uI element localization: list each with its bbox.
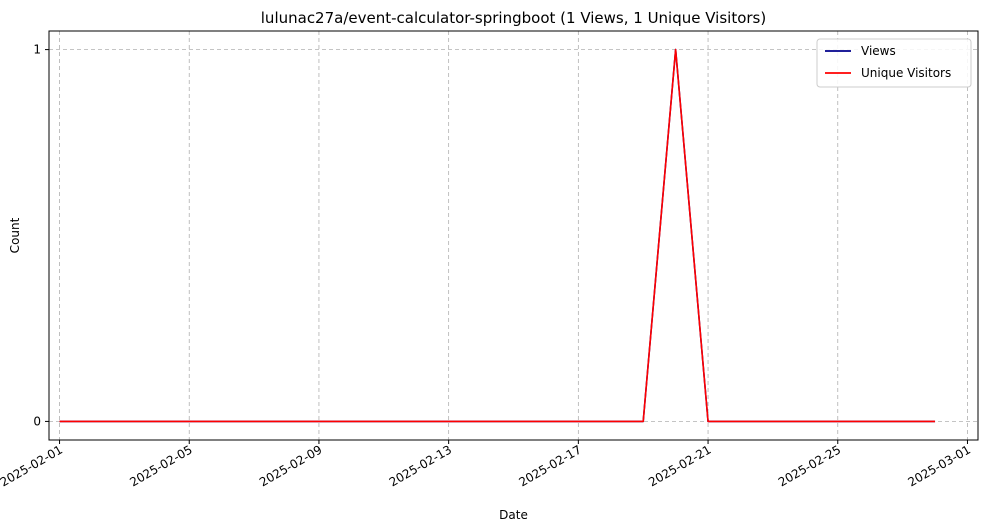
legend-box [816, 38, 972, 88]
x-tick-label: 2025-02-21 [646, 442, 713, 489]
series-line-views [59, 48, 936, 423]
y-tick-label: 0 [33, 414, 41, 428]
x-tick-label: 2025-02-05 [127, 442, 194, 489]
y-tick-label: 1 [33, 43, 41, 57]
legend-label-views: Views [861, 44, 896, 58]
grid [49, 31, 978, 440]
x-axis-label: Date [499, 508, 528, 522]
y-axis-ticks: 01 [33, 43, 49, 428]
series-lines [59, 48, 936, 423]
x-tick-label: 2025-02-13 [387, 442, 454, 489]
legend: Views Unique Visitors [816, 38, 972, 88]
x-tick-label: 2025-03-01 [906, 442, 973, 489]
chart-title: lulunac27a/event-calculator-springboot (… [261, 9, 766, 27]
x-tick-label: 2025-02-17 [516, 442, 583, 489]
legend-label-unique-visitors: Unique Visitors [861, 66, 951, 80]
x-tick-label: 2025-02-01 [0, 442, 65, 489]
x-tick-label: 2025-02-09 [257, 442, 324, 489]
plot-frame [48, 30, 979, 441]
series-line-unique-visitors [59, 48, 936, 423]
x-axis-ticks: 2025-02-01 2025-02-05 2025-02-09 2025-02-13… [0, 440, 973, 489]
x-tick-label: 2025-02-25 [776, 442, 843, 489]
y-axis-label: Count [8, 217, 22, 253]
